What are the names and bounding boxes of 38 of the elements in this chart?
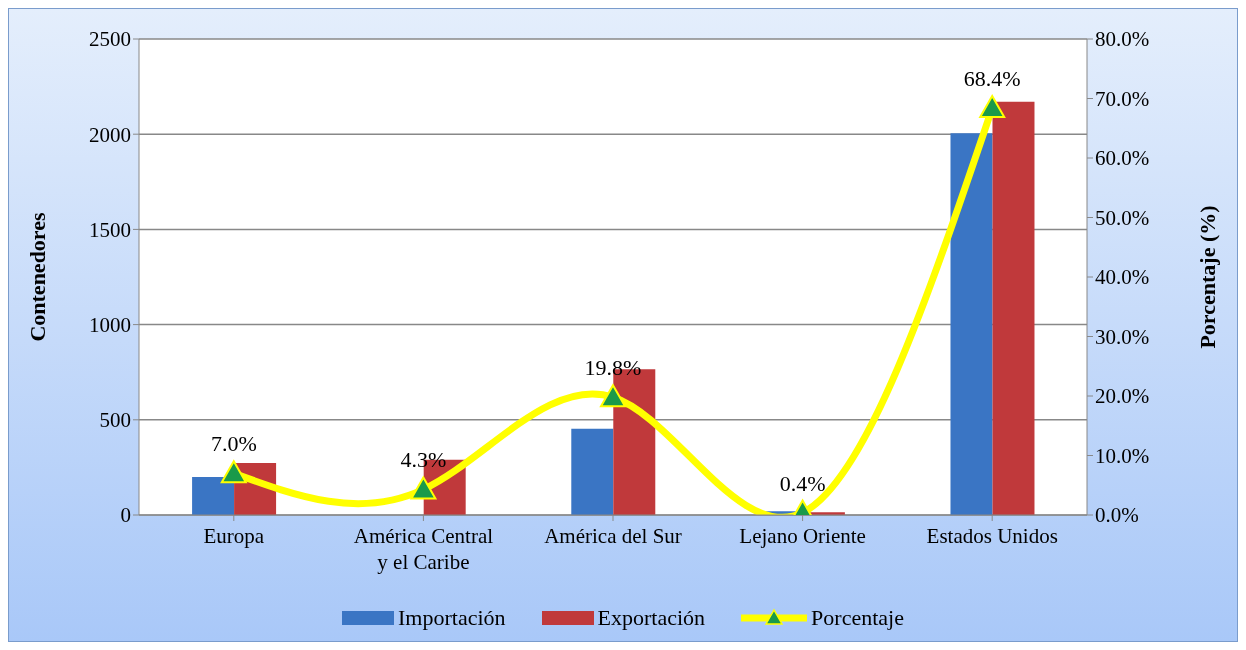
x-tick-label: América Central y el Caribe — [353, 524, 494, 574]
y-tick-label: 0 — [120, 503, 131, 528]
legend-label: Exportación — [597, 605, 706, 631]
y2-tick-label: 40.0% — [1095, 265, 1150, 290]
legend-label: Importación — [398, 605, 506, 631]
x-tick-label: Europa — [203, 524, 265, 548]
bar — [992, 101, 1035, 515]
data-label: 7.0% — [210, 431, 257, 457]
y2-tick-label: 70.0% — [1095, 86, 1150, 111]
x-tick-label: Lejano Oriente — [739, 524, 866, 548]
bar — [571, 428, 614, 515]
y-tick-label: 2500 — [89, 27, 131, 52]
y2-tick-label: 50.0% — [1095, 205, 1150, 230]
y2-axis-title: Porcentaje (%) — [1194, 205, 1220, 349]
y-tick-label: 500 — [99, 408, 131, 433]
y-tick-label: 1000 — [89, 313, 131, 338]
data-label: 0.4% — [779, 470, 826, 496]
x-tick-label: Estados Unidos — [926, 524, 1058, 548]
x-tick-label: América del Sur — [544, 524, 682, 548]
y-axis-title: Contenedores — [24, 212, 50, 342]
legend-label: Porcentaje — [811, 605, 904, 631]
y2-tick-label: 20.0% — [1095, 384, 1150, 409]
y-tick-label: 1500 — [89, 217, 131, 242]
y2-tick-label: 30.0% — [1095, 324, 1150, 349]
point — [600, 384, 626, 408]
point — [410, 476, 437, 500]
y2-tick-label: 0.0% — [1095, 503, 1139, 528]
y-tick-label: 2000 — [89, 122, 131, 147]
point — [220, 460, 247, 484]
data-label: 68.4% — [963, 66, 1021, 92]
y2-tick-label: 10.0% — [1095, 443, 1150, 468]
data-label: 4.3% — [400, 447, 447, 473]
point — [979, 95, 1006, 119]
bar — [950, 133, 993, 515]
y2-tick-label: 80.0% — [1095, 27, 1150, 52]
data-label: 19.8% — [584, 355, 642, 381]
bar — [192, 476, 235, 515]
y2-tick-label: 60.0% — [1095, 146, 1150, 171]
